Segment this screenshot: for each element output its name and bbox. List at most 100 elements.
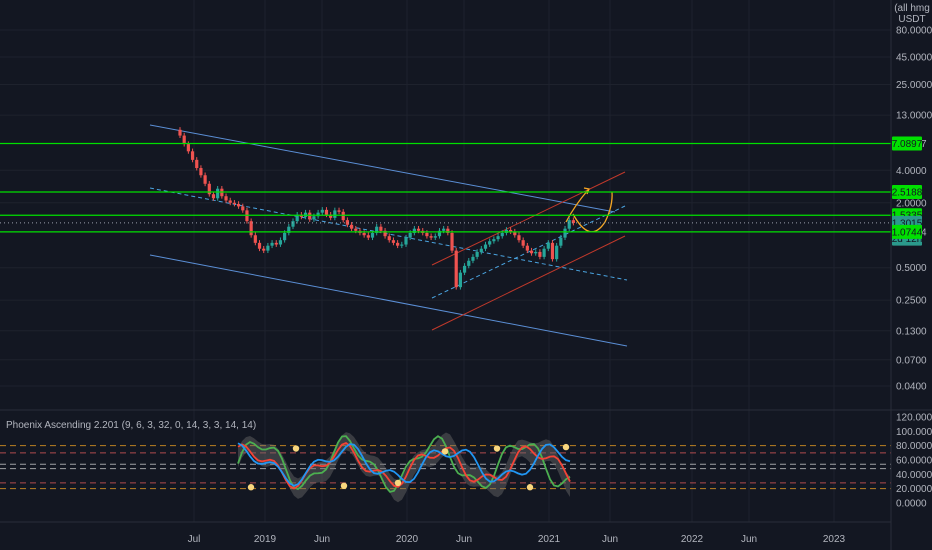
candle-body — [211, 194, 216, 199]
time-tick-label: 2021 — [538, 534, 561, 545]
candle-body — [257, 242, 262, 249]
price-tag-box — [892, 136, 922, 151]
price-tag: 7.0897 — [892, 136, 923, 151]
candle-body — [567, 220, 571, 229]
candle-body — [291, 221, 295, 227]
scale-header-line2: USDT — [898, 14, 925, 25]
candle-body — [387, 236, 391, 241]
osc-tick-label: 60.0000 — [896, 456, 932, 467]
time-tick-label: 2022 — [681, 534, 704, 545]
candle-body — [312, 216, 316, 220]
osc-tick-label: 100.0000 — [896, 427, 932, 438]
candle-body — [521, 240, 525, 246]
candle-body — [517, 235, 521, 241]
candle-body — [316, 212, 320, 217]
price-tick-label: 13.0000 — [896, 111, 932, 122]
candle-body — [270, 242, 274, 246]
candle-body — [341, 211, 345, 221]
osc-signal-dot — [292, 445, 300, 452]
candle-body — [559, 237, 563, 246]
candle-body — [308, 212, 312, 220]
time-tick-label: Jun — [314, 534, 330, 545]
ascending-lower-line[interactable] — [431, 235, 626, 331]
candle-body — [462, 265, 467, 273]
ascending-upper-line[interactable] — [431, 171, 626, 266]
osc-signal-dot — [562, 443, 570, 451]
time-axis[interactable]: Jul 2019 Jun 2020 Jun 2021 Jun 2022 Jun 2023 — [188, 534, 846, 545]
price-tick-label: 4.0000 — [896, 166, 927, 177]
candle-body — [283, 232, 287, 241]
candle-body — [274, 242, 278, 245]
osc-tick-label: 120.0000 — [896, 413, 932, 424]
channel-lower-line[interactable] — [149, 254, 628, 347]
candle-body — [370, 232, 375, 238]
channel-upper-line[interactable] — [149, 124, 616, 213]
candle-body — [333, 210, 337, 218]
candle-body — [203, 175, 207, 184]
ascending-mid-dashed[interactable] — [431, 205, 626, 299]
time-tick-label: 2020 — [396, 534, 419, 545]
candle-body — [253, 235, 257, 243]
osc-signal-dot — [526, 484, 534, 491]
candle-body — [262, 248, 266, 251]
price-tick-label: 0.0400 — [896, 382, 927, 393]
candle-body — [182, 135, 186, 145]
candle-body — [228, 200, 232, 203]
price-tag: 2.5188 — [892, 184, 923, 199]
candle-body — [216, 188, 220, 199]
price-tick-label: 0.5000 — [896, 263, 927, 274]
osc-tick-label: 80.0000 — [896, 441, 932, 452]
candle-body — [483, 244, 488, 249]
candle-body — [324, 209, 329, 215]
candle-body — [433, 236, 437, 238]
candle-body — [571, 220, 575, 223]
candle-body — [391, 240, 396, 243]
price-tag: 1.0744 — [892, 224, 923, 239]
candle-body — [458, 272, 462, 288]
price-tag-label: 7.0897 — [892, 139, 923, 150]
drawing-tools[interactable] — [149, 124, 628, 347]
candle-body — [525, 245, 529, 251]
candle-body — [383, 230, 387, 237]
candle-body — [550, 242, 555, 260]
price-tag-label: 1.3015 — [892, 218, 923, 229]
oscillator-axis[interactable]: 0.0000 20.0000 40.0000 60.0000 80.0000 100.00… — [896, 413, 932, 510]
candle-body — [446, 228, 450, 233]
candle-body — [509, 229, 513, 232]
price-tick-label: 80.0000 — [896, 26, 932, 37]
candle-body — [354, 228, 358, 231]
candle-body — [408, 232, 412, 238]
candle-body — [471, 256, 475, 261]
price-tick-label: 0.1300 — [896, 326, 927, 337]
horizontal-levels[interactable] — [0, 142, 891, 233]
osc-signal-dot — [493, 445, 501, 452]
candle-body — [236, 203, 241, 207]
osc-volatility-band — [238, 432, 570, 503]
candle-body — [454, 250, 458, 288]
candle-body — [529, 250, 534, 254]
candle-body — [496, 236, 500, 240]
price-tick-label: 25.0000 — [896, 80, 932, 91]
candle-body — [404, 237, 408, 245]
projection-curve[interactable] — [572, 191, 613, 233]
candle-body — [379, 226, 383, 231]
candle-body — [442, 228, 446, 231]
time-tick-label: Jul — [188, 534, 201, 545]
candle-body — [555, 245, 559, 260]
osc-signal-dot — [340, 482, 348, 489]
candle-body — [500, 232, 504, 237]
indicator-title[interactable]: Phoenix Ascending 2.201 (9, 6, 3, 32, 0,… — [6, 420, 257, 431]
channel-mid-dashed[interactable] — [149, 187, 628, 281]
candle-body — [488, 241, 492, 245]
price-tick-label: 0.0700 — [896, 355, 927, 366]
candle-body — [345, 220, 349, 225]
candle-body — [450, 232, 454, 251]
price-tick-label: 45.0000 — [896, 52, 932, 63]
candle-body — [534, 251, 538, 254]
scale-header-line1: (all hmg — [894, 3, 930, 14]
candle-body — [513, 231, 517, 236]
osc-signal-dot — [441, 448, 449, 455]
